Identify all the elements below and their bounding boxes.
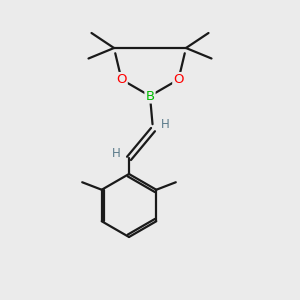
Text: B: B — [146, 89, 154, 103]
Text: H: H — [161, 118, 170, 131]
Text: O: O — [116, 73, 127, 86]
Text: O: O — [173, 73, 184, 86]
Text: H: H — [112, 146, 121, 160]
